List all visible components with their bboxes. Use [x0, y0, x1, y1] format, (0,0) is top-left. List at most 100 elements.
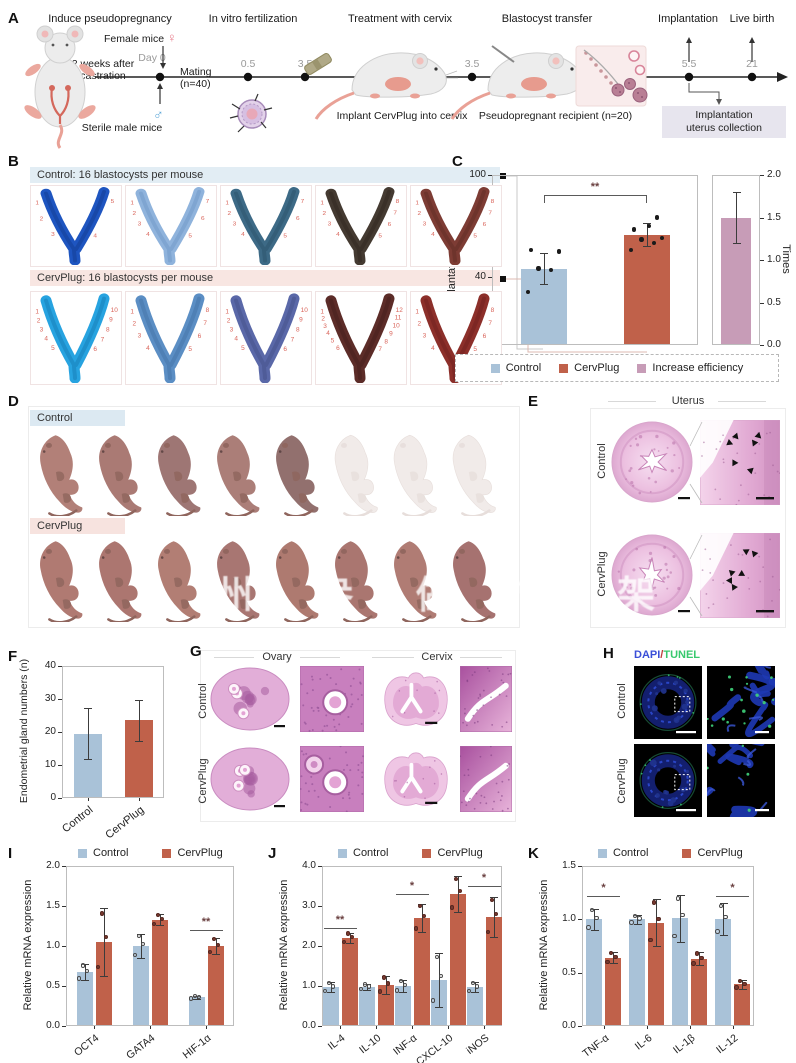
svg-text:1: 1: [320, 201, 324, 206]
error-cap: [382, 976, 390, 977]
x-tick: [206, 1026, 207, 1029]
error-bar: [680, 894, 681, 942]
timepoint-5-5: 5.5: [681, 58, 697, 70]
x-tick: [94, 1026, 95, 1029]
svg-text:4: 4: [44, 336, 48, 343]
data-point: [413, 926, 419, 931]
pup-image-cervplug-5: [276, 541, 319, 622]
error-cap: [212, 954, 220, 955]
error-cap: [590, 908, 599, 910]
svg-text:8: 8: [491, 307, 495, 314]
y-tick-label: 1.5: [767, 211, 781, 223]
error-cap: [399, 992, 407, 993]
error-bar: [421, 904, 423, 932]
cervix-title: Cervix: [421, 651, 453, 663]
bar-TNF-α: [586, 919, 602, 1025]
error-cap: [540, 283, 548, 285]
data-point: [159, 916, 165, 921]
svg-text:1: 1: [320, 309, 324, 316]
error-cap: [633, 915, 642, 917]
data-point: [631, 227, 636, 232]
svg-text:4: 4: [234, 336, 238, 343]
svg-text:6: 6: [388, 222, 392, 227]
svg-text:2: 2: [321, 316, 325, 323]
cervix-inset-image-control: [460, 666, 512, 732]
cervix-section-image-cervplug: [384, 752, 448, 806]
data-point: [489, 898, 494, 903]
bar-IL-12: [734, 984, 750, 1025]
svg-text:5: 5: [331, 338, 335, 345]
data-point: [609, 951, 614, 956]
error-cap: [135, 699, 143, 701]
svg-text:3: 3: [138, 333, 142, 340]
data-point: [556, 249, 562, 254]
x-category-label: OCT4: [71, 1032, 102, 1059]
y-tick: [62, 946, 66, 947]
data-point: [652, 900, 657, 905]
svg-text:1: 1: [415, 309, 419, 316]
data-point: [734, 985, 739, 990]
x-category-label: GATA4: [124, 1032, 158, 1062]
pup-image-cervplug-3: [158, 541, 201, 622]
svg-text:3: 3: [138, 222, 142, 227]
error-cap: [540, 253, 548, 255]
error-cap: [454, 912, 462, 913]
svg-text:7: 7: [301, 199, 305, 204]
error-cap: [327, 982, 335, 983]
bar-IL-4: [341, 938, 358, 1025]
y-tick-label: 1.0: [46, 940, 60, 951]
error-cap: [156, 914, 164, 915]
svg-text:5: 5: [241, 345, 245, 352]
error-cap: [633, 923, 642, 925]
panel-j-legend: Control CervPlug: [338, 847, 483, 859]
timepoint-0-5: 0.5: [240, 58, 256, 70]
svg-text:4: 4: [241, 233, 245, 238]
error-cap: [609, 963, 618, 965]
uterus-title: Uterus: [671, 395, 705, 407]
data-point: [525, 290, 531, 295]
svg-text:3: 3: [233, 222, 237, 227]
pup-image-control-7: [393, 434, 437, 516]
error-bar: [138, 699, 140, 741]
pup-image-cervplug-8: [453, 541, 496, 622]
error-cap: [643, 246, 651, 248]
data-point: [192, 993, 197, 999]
data-point: [136, 933, 141, 938]
svg-text:6: 6: [201, 217, 205, 222]
error-cap: [100, 975, 108, 977]
svg-text:5: 5: [283, 234, 287, 239]
error-cap: [346, 943, 354, 945]
sig-line: [543, 195, 647, 197]
data-point: [151, 921, 157, 926]
female-mice-label: Female mice ♀: [104, 30, 177, 45]
bar-CervPlug: [623, 234, 670, 344]
y-tick: [578, 972, 582, 974]
uterus-control-label: Control: [596, 443, 608, 479]
timepoint-3-5b: 3.5: [464, 58, 480, 70]
sig-line: [323, 928, 357, 929]
plot-frame-chart-f: [62, 666, 164, 798]
data-point: [672, 933, 677, 939]
data-point: [474, 984, 480, 989]
bar-CXCL-10: [449, 894, 466, 1025]
error-cap: [652, 946, 661, 947]
ovary-title: Ovary: [262, 651, 292, 663]
y-tick-label: 1.0: [767, 254, 781, 265]
y-tick-label: 1.0: [302, 980, 316, 991]
data-point: [586, 925, 591, 930]
side-view-mouse-icon: [314, 52, 458, 120]
step-treatment-with-cervix: Treatment with cervix: [347, 13, 453, 25]
x-tick: [448, 1026, 449, 1029]
data-point: [366, 984, 372, 989]
pup-image-cervplug-6: [335, 541, 378, 622]
svg-text:4: 4: [146, 345, 150, 352]
y-tick-label: 1.0: [562, 913, 576, 925]
pup-image-control-4: [217, 435, 260, 516]
tunel-label: TUNEL: [663, 649, 701, 661]
y-tick: [58, 798, 62, 799]
error-cap: [135, 740, 143, 742]
bar-IL-4: [322, 987, 339, 1025]
data-point: [80, 963, 85, 968]
svg-text:6: 6: [336, 345, 340, 352]
y-tick-label: 40: [474, 271, 486, 282]
